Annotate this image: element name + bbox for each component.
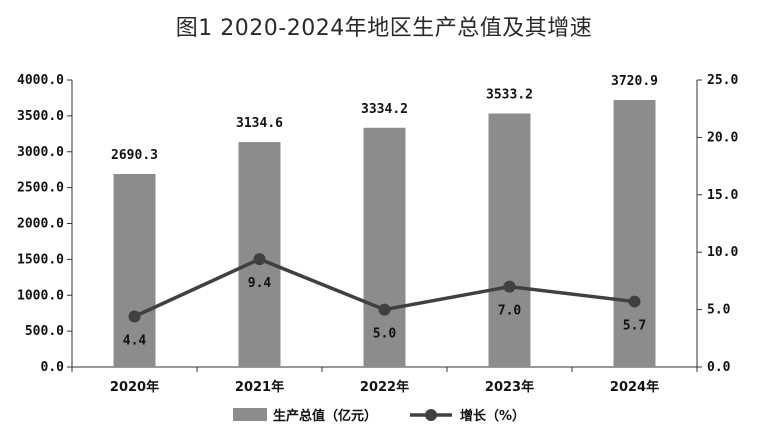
- y-right-tick-label: 0.0: [707, 360, 731, 375]
- legend-bar-swatch: [233, 408, 267, 421]
- y-right-tick-label: 20.0: [707, 130, 738, 145]
- bar-data-label: 3334.2: [361, 102, 408, 117]
- y-left-tick-label: 4000.0: [17, 73, 64, 88]
- x-tick-label: 2023年: [485, 379, 534, 395]
- bar: [113, 173, 156, 367]
- x-tick-label: 2022年: [360, 379, 409, 395]
- y-left-tick-label: 1000.0: [17, 288, 64, 303]
- bar: [363, 127, 406, 367]
- y-left-tick-label: 0.0: [41, 360, 65, 375]
- y-left-tick-label: 2500.0: [17, 181, 64, 196]
- growth-point: [628, 295, 641, 308]
- growth-point: [378, 303, 391, 316]
- y-right-tick-label: 5.0: [707, 303, 731, 318]
- bar-data-label: 3720.9: [611, 74, 658, 89]
- legend-bar-label: 生产总值（亿元）: [273, 408, 377, 424]
- growth-point: [253, 253, 266, 266]
- growth-data-label: 4.4: [123, 333, 147, 348]
- growth-point: [128, 310, 141, 323]
- legend-line-label: 增长（%）: [460, 408, 525, 424]
- bar-data-label: 3533.2: [486, 87, 533, 102]
- growth-data-label: 5.7: [623, 319, 646, 334]
- y-right-tick-label: 10.0: [707, 245, 738, 260]
- x-tick-label: 2021年: [235, 379, 284, 395]
- bar: [488, 113, 531, 368]
- growth-data-label: 7.0: [498, 304, 522, 319]
- y-right-tick-label: 15.0: [707, 188, 738, 203]
- legend-line-marker: [425, 409, 437, 421]
- y-left-tick-label: 3000.0: [17, 145, 64, 160]
- x-tick-label: 2020年: [110, 379, 159, 395]
- y-left-tick-label: 1500.0: [17, 252, 64, 267]
- growth-data-label: 5.0: [373, 327, 397, 342]
- y-right-tick-label: 25.0: [707, 73, 738, 88]
- bar-data-label: 3134.6: [236, 116, 283, 131]
- y-left-tick-label: 500.0: [25, 324, 64, 339]
- x-tick-label: 2024年: [610, 379, 659, 395]
- y-left-tick-label: 3500.0: [17, 109, 64, 124]
- growth-data-label: 9.4: [248, 276, 272, 291]
- chart-title: 图1 2020-2024年地区生产总值及其增速: [175, 16, 593, 41]
- bar: [613, 100, 656, 367]
- growth-point: [503, 280, 516, 293]
- bar-data-label: 2690.3: [111, 148, 158, 163]
- y-left-tick-label: 2000.0: [17, 217, 64, 232]
